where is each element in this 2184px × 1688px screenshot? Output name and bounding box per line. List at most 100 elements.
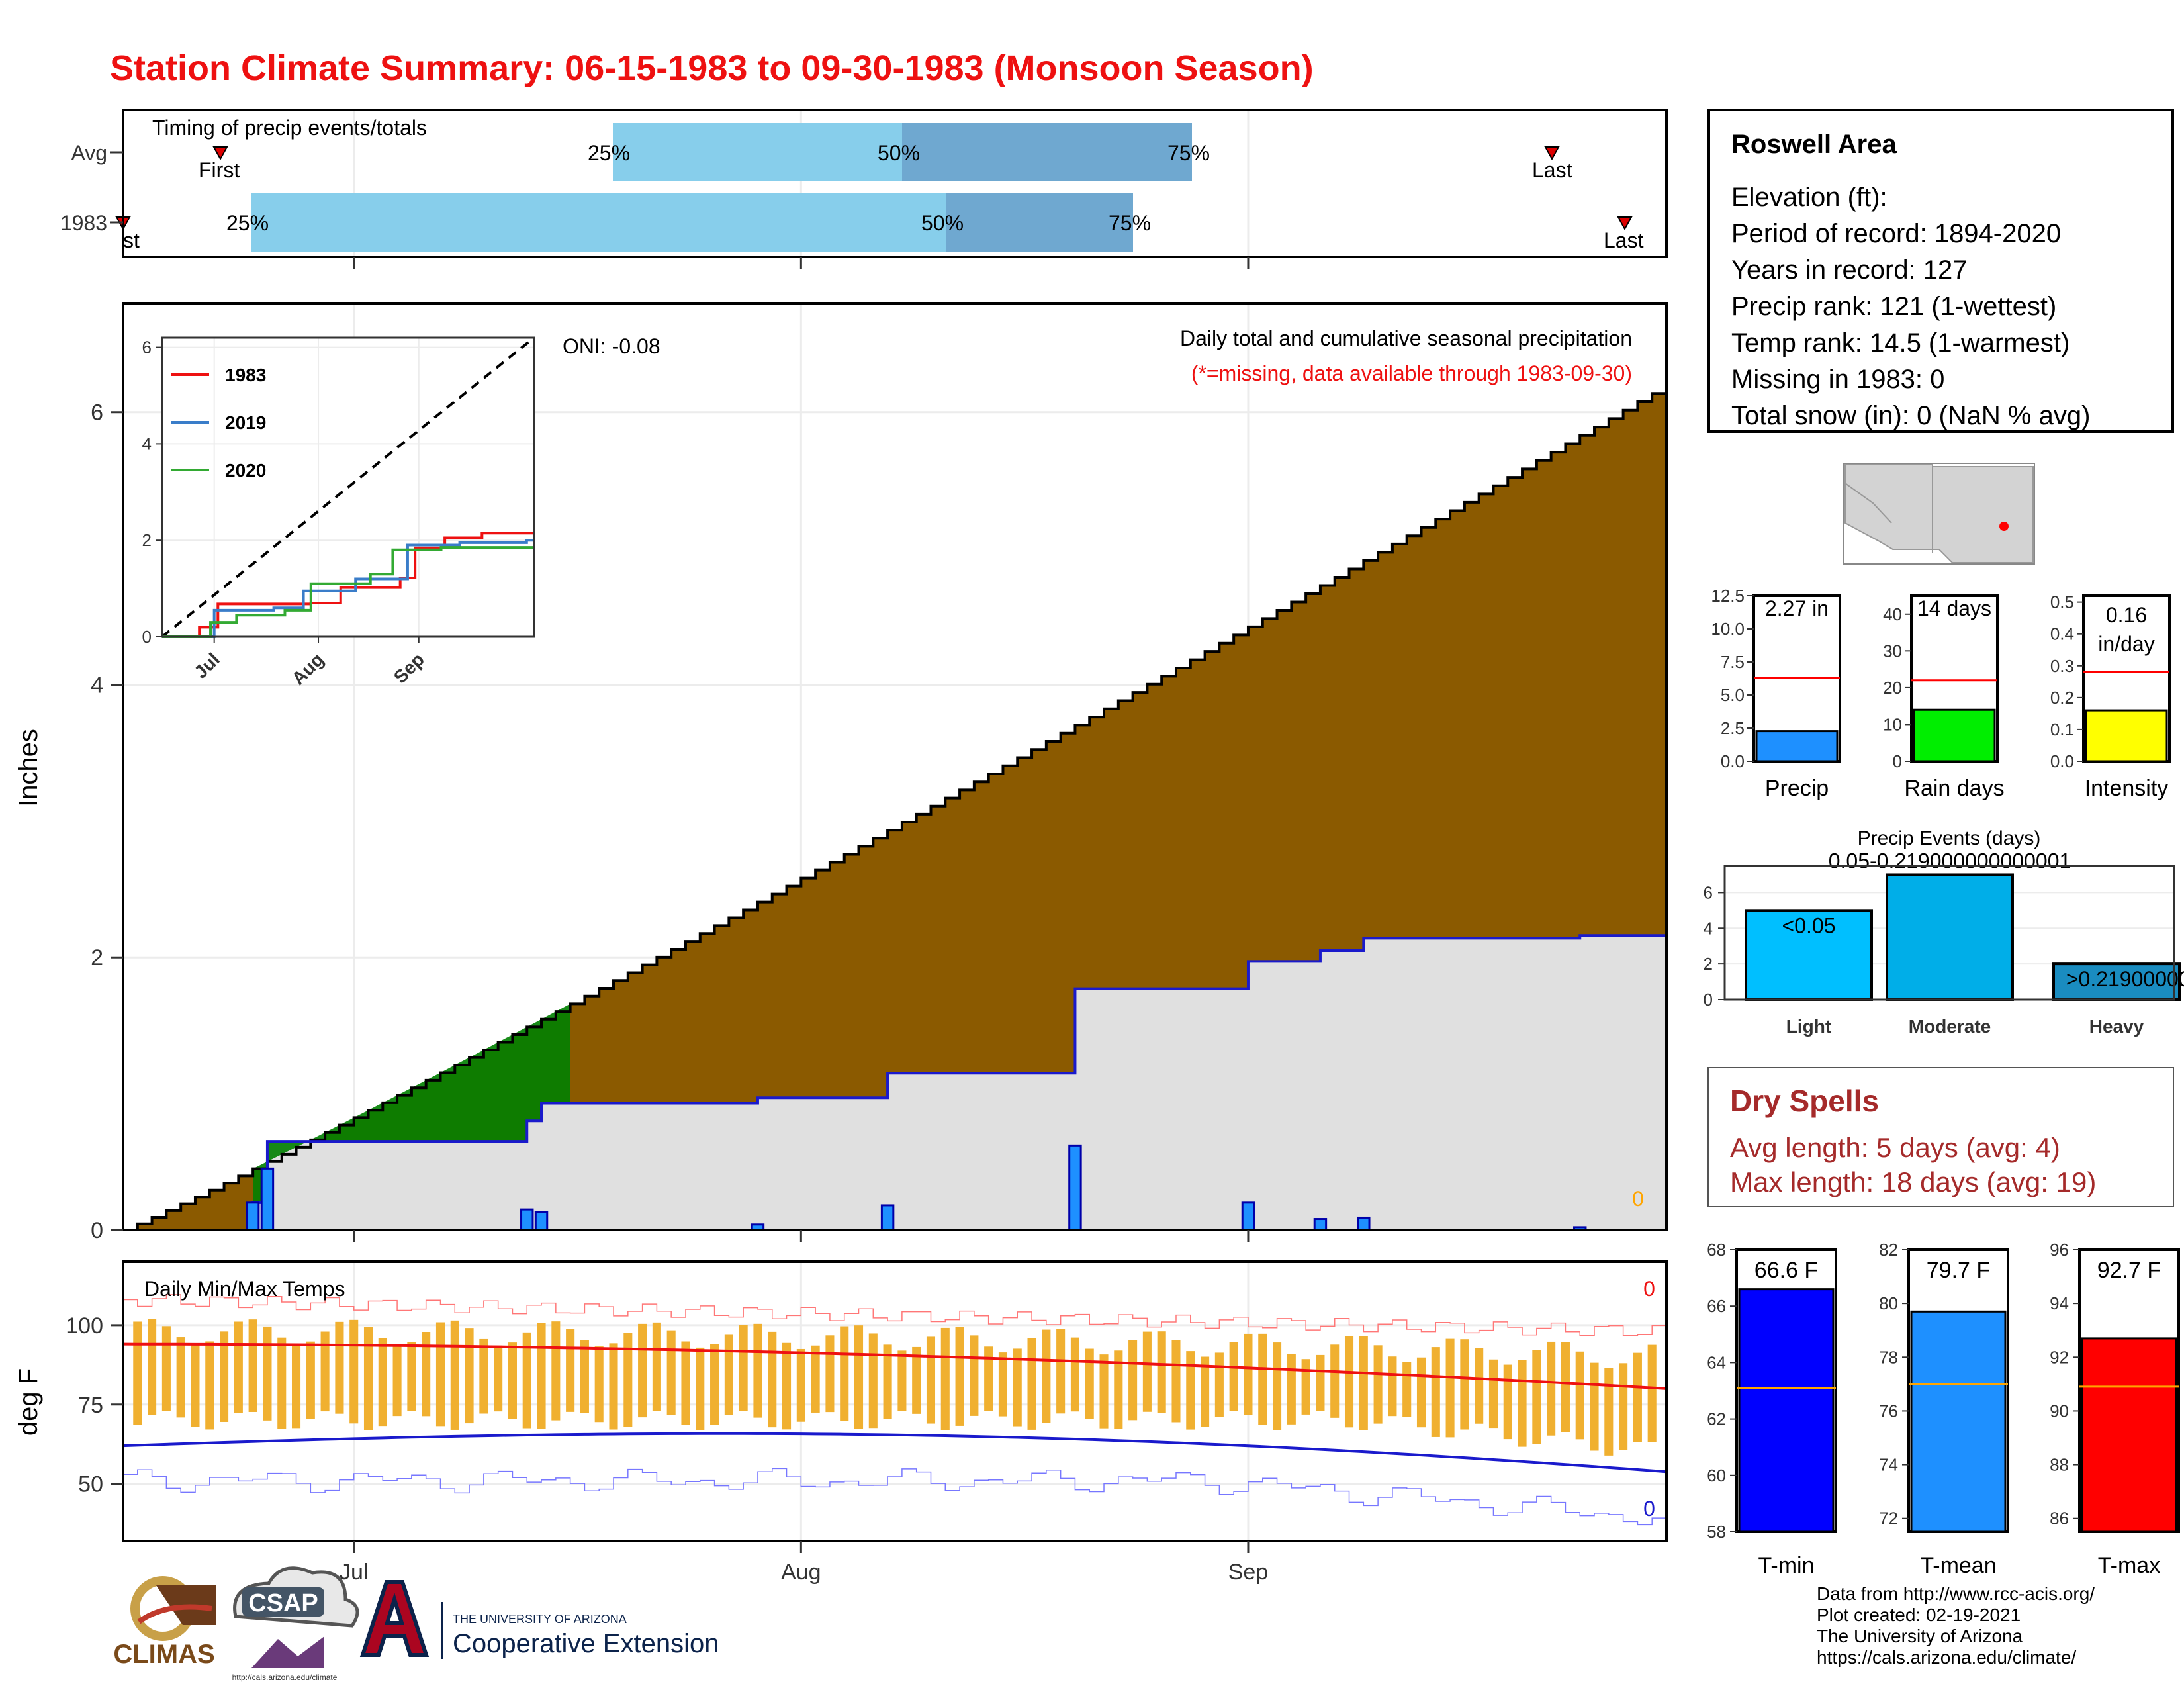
temp-daily-bar-15 (335, 1321, 344, 1414)
ua-top-text: THE UNIVERSITY OF ARIZONA (453, 1613, 627, 1626)
temp-daily-bar-9 (248, 1319, 257, 1412)
mini-bar-ytick-label-1-2: 20 (1883, 678, 1902, 698)
temp-daily-bar-51 (854, 1325, 864, 1429)
inset-legend-label-2020: 2020 (225, 460, 266, 481)
temp-summary-ytick-label-2-1: 88 (2050, 1455, 2069, 1475)
info-temp-rank: Temp rank: 14.5 (1-warmest) (1731, 328, 2070, 357)
temp-daily-bar-97 (1518, 1360, 1527, 1447)
temp-avg-max-line (122, 1342, 1667, 1390)
temp-daily-bar-52 (868, 1333, 878, 1429)
mini-bar-ytick-label-2-0: 0.0 (2050, 751, 2074, 771)
temp-daily-bar-49 (825, 1335, 835, 1413)
temp-daily-bar-84 (1330, 1344, 1340, 1418)
mini-bar-ytick-label-2-1: 0.1 (2050, 720, 2074, 739)
dry-max-length: Max length: 18 days (avg: 19) (1730, 1166, 2097, 1197)
temp-daily-bar-102 (1590, 1362, 1599, 1451)
temp-daily-bar-95 (1488, 1359, 1498, 1429)
temp-xtick-label-0: Jul (340, 1560, 368, 1585)
mini-bar-ytick-label-0-0: 0.0 (1721, 751, 1745, 771)
temp-daily-bar-92 (1445, 1338, 1455, 1438)
temp-daily-bar-100 (1561, 1342, 1570, 1432)
temp-ytick-label-1: 75 (78, 1393, 103, 1418)
temp-daily-bar-26 (494, 1345, 503, 1412)
inset-ytick-label-3: 6 (142, 338, 152, 357)
mini-bar-ytick-label-2-3: 0.3 (2050, 656, 2074, 676)
temp-summary-ytick-label-0-3: 64 (1707, 1352, 1726, 1372)
precip-legend-line2: (*=missing, data available through 1983-… (1191, 361, 1632, 385)
temp-daily-bar-31 (566, 1329, 575, 1412)
precip-ytick-label-1: 2 (91, 945, 103, 970)
temp-daily-bar-6 (205, 1341, 214, 1430)
events-bar-light (1745, 909, 1873, 1002)
mini-bar-value-text-2: 0.16 (2106, 603, 2147, 627)
daily-precip-bar-2 (520, 1208, 534, 1231)
temp-daily-bar-63 (1027, 1338, 1036, 1430)
temp-ytick-label-2: 100 (66, 1313, 103, 1338)
temp-daily-bar-40 (696, 1347, 705, 1430)
temp-daily-bar-4 (176, 1337, 185, 1418)
temp-daily-bar-61 (998, 1352, 1007, 1417)
precip-panel-border (122, 302, 1668, 1231)
info-precip-rank: Precip rank: 121 (1-wettest) (1731, 292, 2057, 321)
temp-daily-bar-29 (537, 1323, 546, 1429)
daily-precip-bar-1 (260, 1167, 275, 1231)
temp-daily-bar-17 (363, 1327, 373, 1430)
temp-daily-bar-50 (840, 1326, 849, 1421)
mini-bar-label-1: Rain days (1904, 776, 2004, 801)
cumulative-1983-area (123, 935, 1666, 1230)
dry-spells-panel: Dry Spells Avg length: 5 days (avg: 4) M… (1707, 1067, 2174, 1207)
temp-daily-bar-105 (1633, 1352, 1642, 1442)
temp-daily-bar-41 (710, 1344, 719, 1425)
mini-bar-ytick-label-0-3: 7.5 (1721, 652, 1745, 672)
temp-summary-label-0: T-min (1758, 1553, 1815, 1578)
timing-avg-last-marker (1544, 146, 1560, 161)
events-category-0: Light (1786, 1016, 1831, 1037)
temp-daily-bar-34 (609, 1343, 618, 1430)
temp-daily-bar-104 (1619, 1363, 1628, 1450)
info-elevation: Elevation (ft): (1731, 183, 1888, 212)
temp-summary-bar-2 (2081, 1337, 2177, 1533)
temp-daily-bar-27 (508, 1342, 517, 1419)
temp-daily-bar-18 (378, 1338, 387, 1427)
timing-1983-q75-label: 75% (1109, 211, 1151, 235)
info-period: Period of record: 1894-2020 (1731, 219, 2062, 248)
timing-row-avg-label: Avg (71, 141, 107, 165)
temp-summary-ytick-label-1-2: 76 (1879, 1401, 1898, 1421)
temp-daily-bar-82 (1301, 1359, 1310, 1415)
inset-series-1983 (162, 527, 535, 638)
timing-panel-border (122, 109, 1668, 258)
mini-bar-value-text-0: 2.27 in (1765, 596, 1829, 620)
temp-daily-bar-36 (638, 1323, 647, 1418)
footer-line-url: https://cals.arizona.edu/climate/ (1817, 1647, 2077, 1667)
temp-summary-ytick-label-1-3: 78 (1879, 1347, 1898, 1367)
events-title: Precip Events (days) (1858, 827, 2041, 849)
temp-daily-bar-22 (435, 1322, 445, 1427)
map-border-west (1844, 483, 1892, 524)
temp-daily-bar-44 (753, 1323, 762, 1418)
temp-panel-border (122, 1260, 1668, 1542)
logos: CLIMAS CSAP http://cals.arizona.edu/climat… (113, 1566, 719, 1682)
temp-daily-bar-2 (148, 1319, 157, 1415)
temp-daily-bar-11 (277, 1337, 287, 1429)
temp-daily-bar-90 (1416, 1357, 1426, 1428)
temp-summary-ytick-label-2-0: 86 (2050, 1509, 2069, 1528)
region-map (1843, 463, 2035, 565)
temp-daily-bar-57 (940, 1327, 950, 1430)
temp-daily-bar-7 (220, 1331, 229, 1422)
events-bar-label-0: <0.05 (1782, 914, 1836, 937)
timing-avg-bar-q25 (613, 123, 902, 181)
temp-summary-ytick-label-2-3: 92 (2050, 1347, 2069, 1367)
events-category-2: Heavy (2089, 1016, 2144, 1037)
temp-summary-ytick-label-0-4: 66 (1707, 1296, 1726, 1316)
temp-daily-bar-72 (1157, 1331, 1166, 1413)
station-info-panel: Roswell Area Elevation (ft): Period of r… (1707, 109, 2174, 433)
mini-bar-value-0 (1755, 730, 1839, 763)
temp-ylabel: deg F (14, 1368, 43, 1436)
temp-daily-bar-77 (1229, 1342, 1238, 1411)
mini-bar-ytick-label-1-4: 40 (1883, 604, 1902, 624)
temp-count-bottom: 0 (1643, 1497, 1655, 1521)
temp-daily-bar-88 (1388, 1356, 1397, 1417)
info-years: Years in record: 127 (1731, 256, 1968, 285)
temp-daily-bar-58 (955, 1327, 964, 1426)
